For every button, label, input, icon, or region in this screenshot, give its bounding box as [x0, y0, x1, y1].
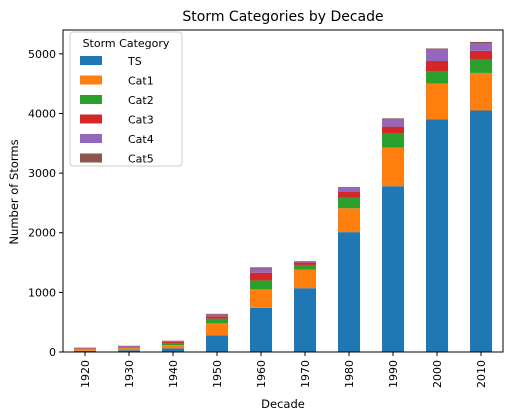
bar-ts-1950	[206, 335, 228, 352]
x-tick-label-1960: 1960	[255, 360, 268, 388]
bar-cat4-1940	[162, 341, 184, 342]
bar-cat2-1930	[118, 347, 140, 348]
bar-cat3-2010	[470, 51, 492, 60]
x-tick-label-1920: 1920	[79, 360, 92, 388]
legend-label-cat5: Cat5	[128, 153, 154, 166]
bar-cat4-1990	[382, 119, 404, 127]
x-tick-label-1980: 1980	[343, 360, 356, 388]
bar-cat3-1950	[206, 316, 228, 318]
bar-cat1-1920	[74, 349, 96, 350]
bar-cat5-1950	[206, 314, 228, 315]
legend-swatch-cat1	[80, 76, 102, 85]
bar-cat3-1980	[338, 192, 360, 198]
bar-cat1-1990	[382, 147, 404, 186]
bar-cat3-1920	[74, 348, 96, 349]
bar-cat3-2000	[426, 61, 448, 72]
bar-ts-2010	[470, 111, 492, 353]
bar-cat2-2000	[426, 72, 448, 84]
y-tick-label-5000: 5000	[28, 48, 56, 61]
bar-ts-2000	[426, 119, 448, 352]
y-tick-label-4000: 4000	[28, 107, 56, 120]
bar-cat1-1960	[250, 289, 272, 307]
legend-swatch-cat5	[80, 154, 102, 163]
bar-cat1-1970	[294, 270, 316, 288]
x-tick-label-1950: 1950	[211, 360, 224, 388]
legend-label-cat4: Cat4	[128, 133, 154, 146]
y-tick-label-1000: 1000	[28, 286, 56, 299]
legend-label-cat1: Cat1	[128, 75, 154, 88]
bar-cat4-1970	[294, 261, 316, 262]
bar-cat4-1930	[118, 346, 140, 347]
bar-cat2-1920	[74, 349, 96, 350]
x-tick-label-1930: 1930	[123, 360, 136, 388]
x-tick-label-1990: 1990	[387, 360, 400, 388]
x-axis-label: Decade	[261, 397, 305, 411]
bar-cat5-2000	[426, 48, 448, 49]
bar-cat5-1960	[250, 267, 272, 268]
bar-cat4-1960	[250, 269, 272, 273]
legend-swatch-cat2	[80, 95, 102, 104]
bar-cat2-1990	[382, 134, 404, 148]
bar-ts-1980	[338, 232, 360, 352]
bar-cat2-1980	[338, 198, 360, 209]
bar-cat4-1980	[338, 188, 360, 192]
x-tick-label-2000: 2000	[431, 360, 444, 388]
legend-label-cat3: Cat3	[128, 114, 154, 127]
bar-ts-1960	[250, 308, 272, 352]
x-tick-label-2010: 2010	[475, 360, 488, 388]
y-tick-label-2000: 2000	[28, 227, 56, 240]
bar-cat5-1980	[338, 187, 360, 188]
legend: Storm Category TS Cat1 Cat2 Cat3 Cat4 Cat5	[70, 32, 182, 166]
y-tick-label-3000: 3000	[28, 167, 56, 180]
bar-cat2-1940	[162, 343, 184, 345]
legend-swatch-cat4	[80, 134, 102, 143]
bar-cat5-2010	[470, 42, 492, 44]
legend-swatch-ts	[80, 56, 102, 65]
bar-cat1-1950	[206, 323, 228, 335]
bar-ts-1970	[294, 288, 316, 352]
legend-title: Storm Category	[83, 37, 170, 50]
bar-cat3-1970	[294, 263, 316, 265]
bar-cat1-1980	[338, 208, 360, 232]
bar-cat3-1990	[382, 127, 404, 134]
bar-cat1-1930	[118, 348, 140, 350]
bar-cat1-2010	[470, 73, 492, 111]
bar-cat3-1960	[250, 273, 272, 281]
bar-cat2-2010	[470, 60, 492, 73]
bar-cat2-1950	[206, 319, 228, 324]
bar-cat2-1970	[294, 265, 316, 270]
bar-cat1-1940	[162, 345, 184, 348]
bar-cat1-2000	[426, 84, 448, 120]
x-tick-label-1970: 1970	[299, 360, 312, 388]
bar-cat4-1950	[206, 314, 228, 316]
bar-cat5-1990	[382, 118, 404, 119]
bar-cat3-1940	[162, 342, 184, 343]
bar-ts-1990	[382, 186, 404, 352]
legend-label-ts: TS	[127, 55, 142, 68]
bar-cat2-1960	[250, 280, 272, 289]
y-axis-label: Number of Storms	[7, 139, 21, 244]
x-tick-label-1940: 1940	[167, 360, 180, 388]
chart-title: Storm Categories by Decade	[182, 9, 383, 25]
legend-swatch-cat3	[80, 115, 102, 124]
bar-cat4-2010	[470, 44, 492, 51]
y-tick-label-0: 0	[49, 346, 56, 359]
legend-label-cat2: Cat2	[128, 94, 154, 107]
bar-ts-1940	[162, 348, 184, 352]
bar-cat4-2000	[426, 50, 448, 61]
bar-cat3-1930	[118, 347, 140, 348]
